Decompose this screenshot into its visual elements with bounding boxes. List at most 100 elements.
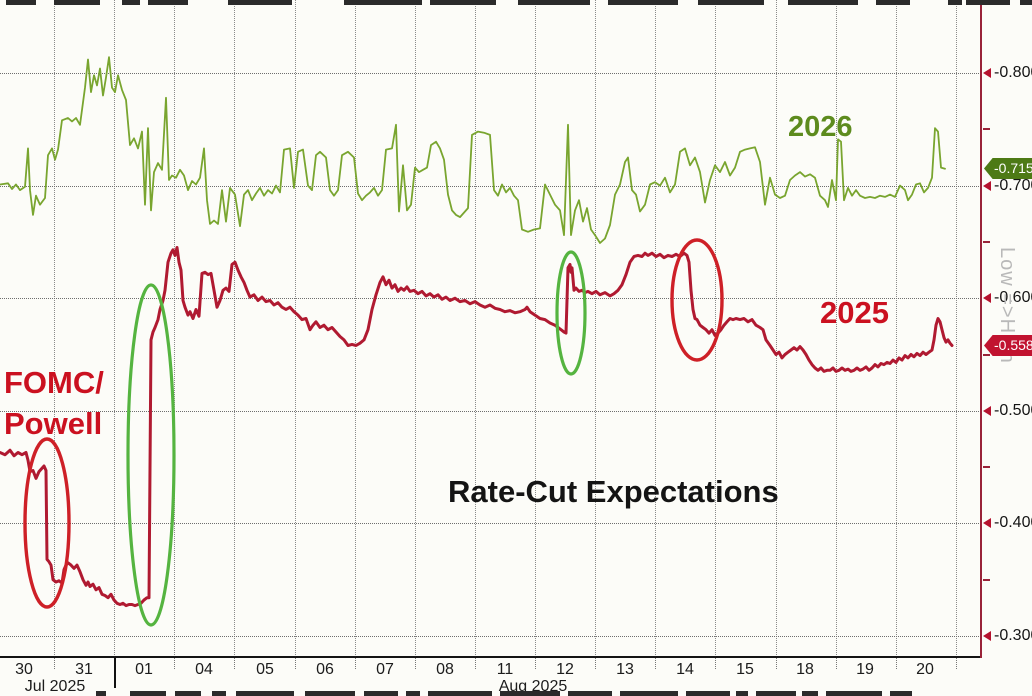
label-2026: 2026 — [788, 108, 853, 146]
grid-line-vertical — [836, 0, 837, 657]
clipped-top-text-fragment — [788, 0, 858, 5]
clipped-bottom-text-fragment — [130, 691, 166, 696]
y-axis-minor-tick — [983, 578, 990, 581]
x-axis-tick — [896, 658, 897, 669]
y-axis-tick-arrow — [983, 405, 991, 416]
payrolls-jump-circle — [126, 283, 176, 627]
clipped-top-text-fragment — [228, 0, 292, 5]
x-axis-day-label: 01 — [135, 661, 153, 678]
grid-line-vertical — [715, 0, 716, 657]
x-axis-day-label: 31 — [75, 661, 93, 678]
clipped-top-text-fragment — [430, 0, 496, 5]
x-axis-tick — [54, 658, 55, 669]
x-axis-day-label: 11 — [496, 661, 514, 678]
clipped-top-text-fragment — [54, 0, 100, 5]
x-axis-day-label: 13 — [616, 661, 634, 678]
clipped-bottom-text-fragment — [212, 691, 226, 696]
clipped-top-text-fragment — [608, 0, 678, 5]
x-axis-tick — [234, 658, 235, 669]
grid-line-vertical — [234, 0, 235, 657]
grid-line-horizontal — [0, 185, 981, 187]
x-axis-day-label: 18 — [796, 661, 814, 678]
x-axis-day-label: 15 — [736, 661, 754, 678]
label-fomc-powell-text: Powell — [4, 405, 103, 441]
grid-line-vertical — [54, 0, 55, 657]
clipped-bottom-text-fragment — [620, 691, 678, 696]
y-axis-minor-tick — [983, 128, 990, 131]
y-axis-minor-tick — [983, 240, 990, 243]
grid-line-vertical — [295, 0, 296, 657]
series-line-2026 — [0, 56, 946, 244]
ppi-drop-circle — [670, 238, 724, 362]
clipped-bottom-text-fragment — [175, 691, 201, 696]
y-axis-tick-arrow — [983, 68, 991, 78]
clipped-top-text-fragment — [876, 0, 910, 5]
x-axis-day-label: 14 — [676, 661, 694, 678]
y-axis-tick-arrow — [983, 293, 991, 304]
grid-line-vertical — [535, 0, 536, 657]
y-axis-line — [980, 0, 982, 658]
clipped-top-text-fragment — [1020, 0, 1032, 5]
x-axis-tick — [415, 658, 416, 669]
grid-line-vertical — [114, 0, 115, 657]
chart-title-text: Rate-Cut Expectations — [448, 474, 779, 509]
grid-line-horizontal — [0, 298, 981, 300]
clipped-top-text-fragment — [122, 0, 140, 5]
y-axis-minor-tick — [983, 353, 990, 356]
y-axis-tick-label: -0.300 — [994, 627, 1032, 644]
grid-line-horizontal — [0, 523, 981, 525]
clipped-bottom-text-fragment — [406, 691, 420, 696]
grid-line-vertical — [896, 0, 897, 657]
x-axis-tick — [956, 658, 957, 669]
grid-line-horizontal — [0, 636, 981, 637]
x-axis-day-label: 20 — [916, 661, 934, 678]
x-axis-tick — [776, 658, 777, 669]
clipped-bottom-text-fragment — [826, 691, 882, 696]
label-2025-text: 2025 — [820, 295, 889, 330]
clipped-bottom-text-fragment — [802, 691, 818, 696]
y-axis-tick-label: -0.700 — [994, 176, 1032, 194]
clipped-top-text-fragment — [518, 0, 590, 5]
x-axis-tick — [836, 658, 837, 669]
x-axis-tick — [655, 658, 656, 669]
clipped-bottom-text-fragment — [686, 691, 730, 696]
grid-line-vertical — [776, 0, 777, 657]
y-axis-tick-arrow — [983, 518, 991, 529]
x-axis-month-label: Aug 2025 — [498, 678, 568, 695]
grid-line-vertical — [475, 0, 476, 657]
label-2025: 2025 — [820, 293, 889, 334]
x-axis-line — [0, 656, 982, 658]
clipped-bottom-text-fragment — [236, 691, 294, 696]
x-axis-tick — [715, 658, 716, 669]
x-axis-tick — [595, 658, 596, 669]
last-value-tag-2026: -0.715 — [984, 158, 1032, 179]
clipped-bottom-text-fragment — [756, 691, 796, 696]
clipped-bottom-text-fragment — [568, 691, 612, 696]
x-axis-tick — [475, 658, 476, 669]
clipped-top-text-fragment — [948, 0, 962, 5]
y-axis-tick-arrow — [983, 180, 991, 191]
x-axis-day-label: 06 — [316, 661, 334, 678]
clipped-bottom-text-fragment — [736, 691, 748, 696]
x-axis-day-label: 12 — [556, 661, 574, 678]
clipped-top-text-fragment — [966, 0, 1010, 5]
clipped-top-text-fragment — [6, 0, 36, 5]
x-axis-tick — [174, 658, 175, 669]
label-fomc-powell-text: FOMC/ — [4, 365, 104, 400]
y-axis-minor-tick — [983, 466, 990, 469]
cpi-spike-circle — [555, 250, 587, 376]
month-separator-line — [114, 657, 116, 688]
x-axis-day-label: 04 — [195, 661, 213, 678]
x-axis-day-label: 07 — [376, 661, 394, 678]
y-axis-tick-label: -0.600 — [994, 289, 1032, 307]
x-axis-tick — [355, 658, 356, 669]
clipped-bottom-text-fragment — [500, 691, 560, 696]
x-axis-month-label: Jul 2025 — [24, 678, 86, 695]
y-axis-tick-arrow — [983, 631, 991, 641]
grid-line-vertical — [415, 0, 416, 657]
clipped-top-text-fragment — [148, 0, 188, 5]
axis-direction-label: Low =>High — [996, 247, 1018, 364]
y-axis-tick-label: -0.400 — [994, 514, 1032, 532]
